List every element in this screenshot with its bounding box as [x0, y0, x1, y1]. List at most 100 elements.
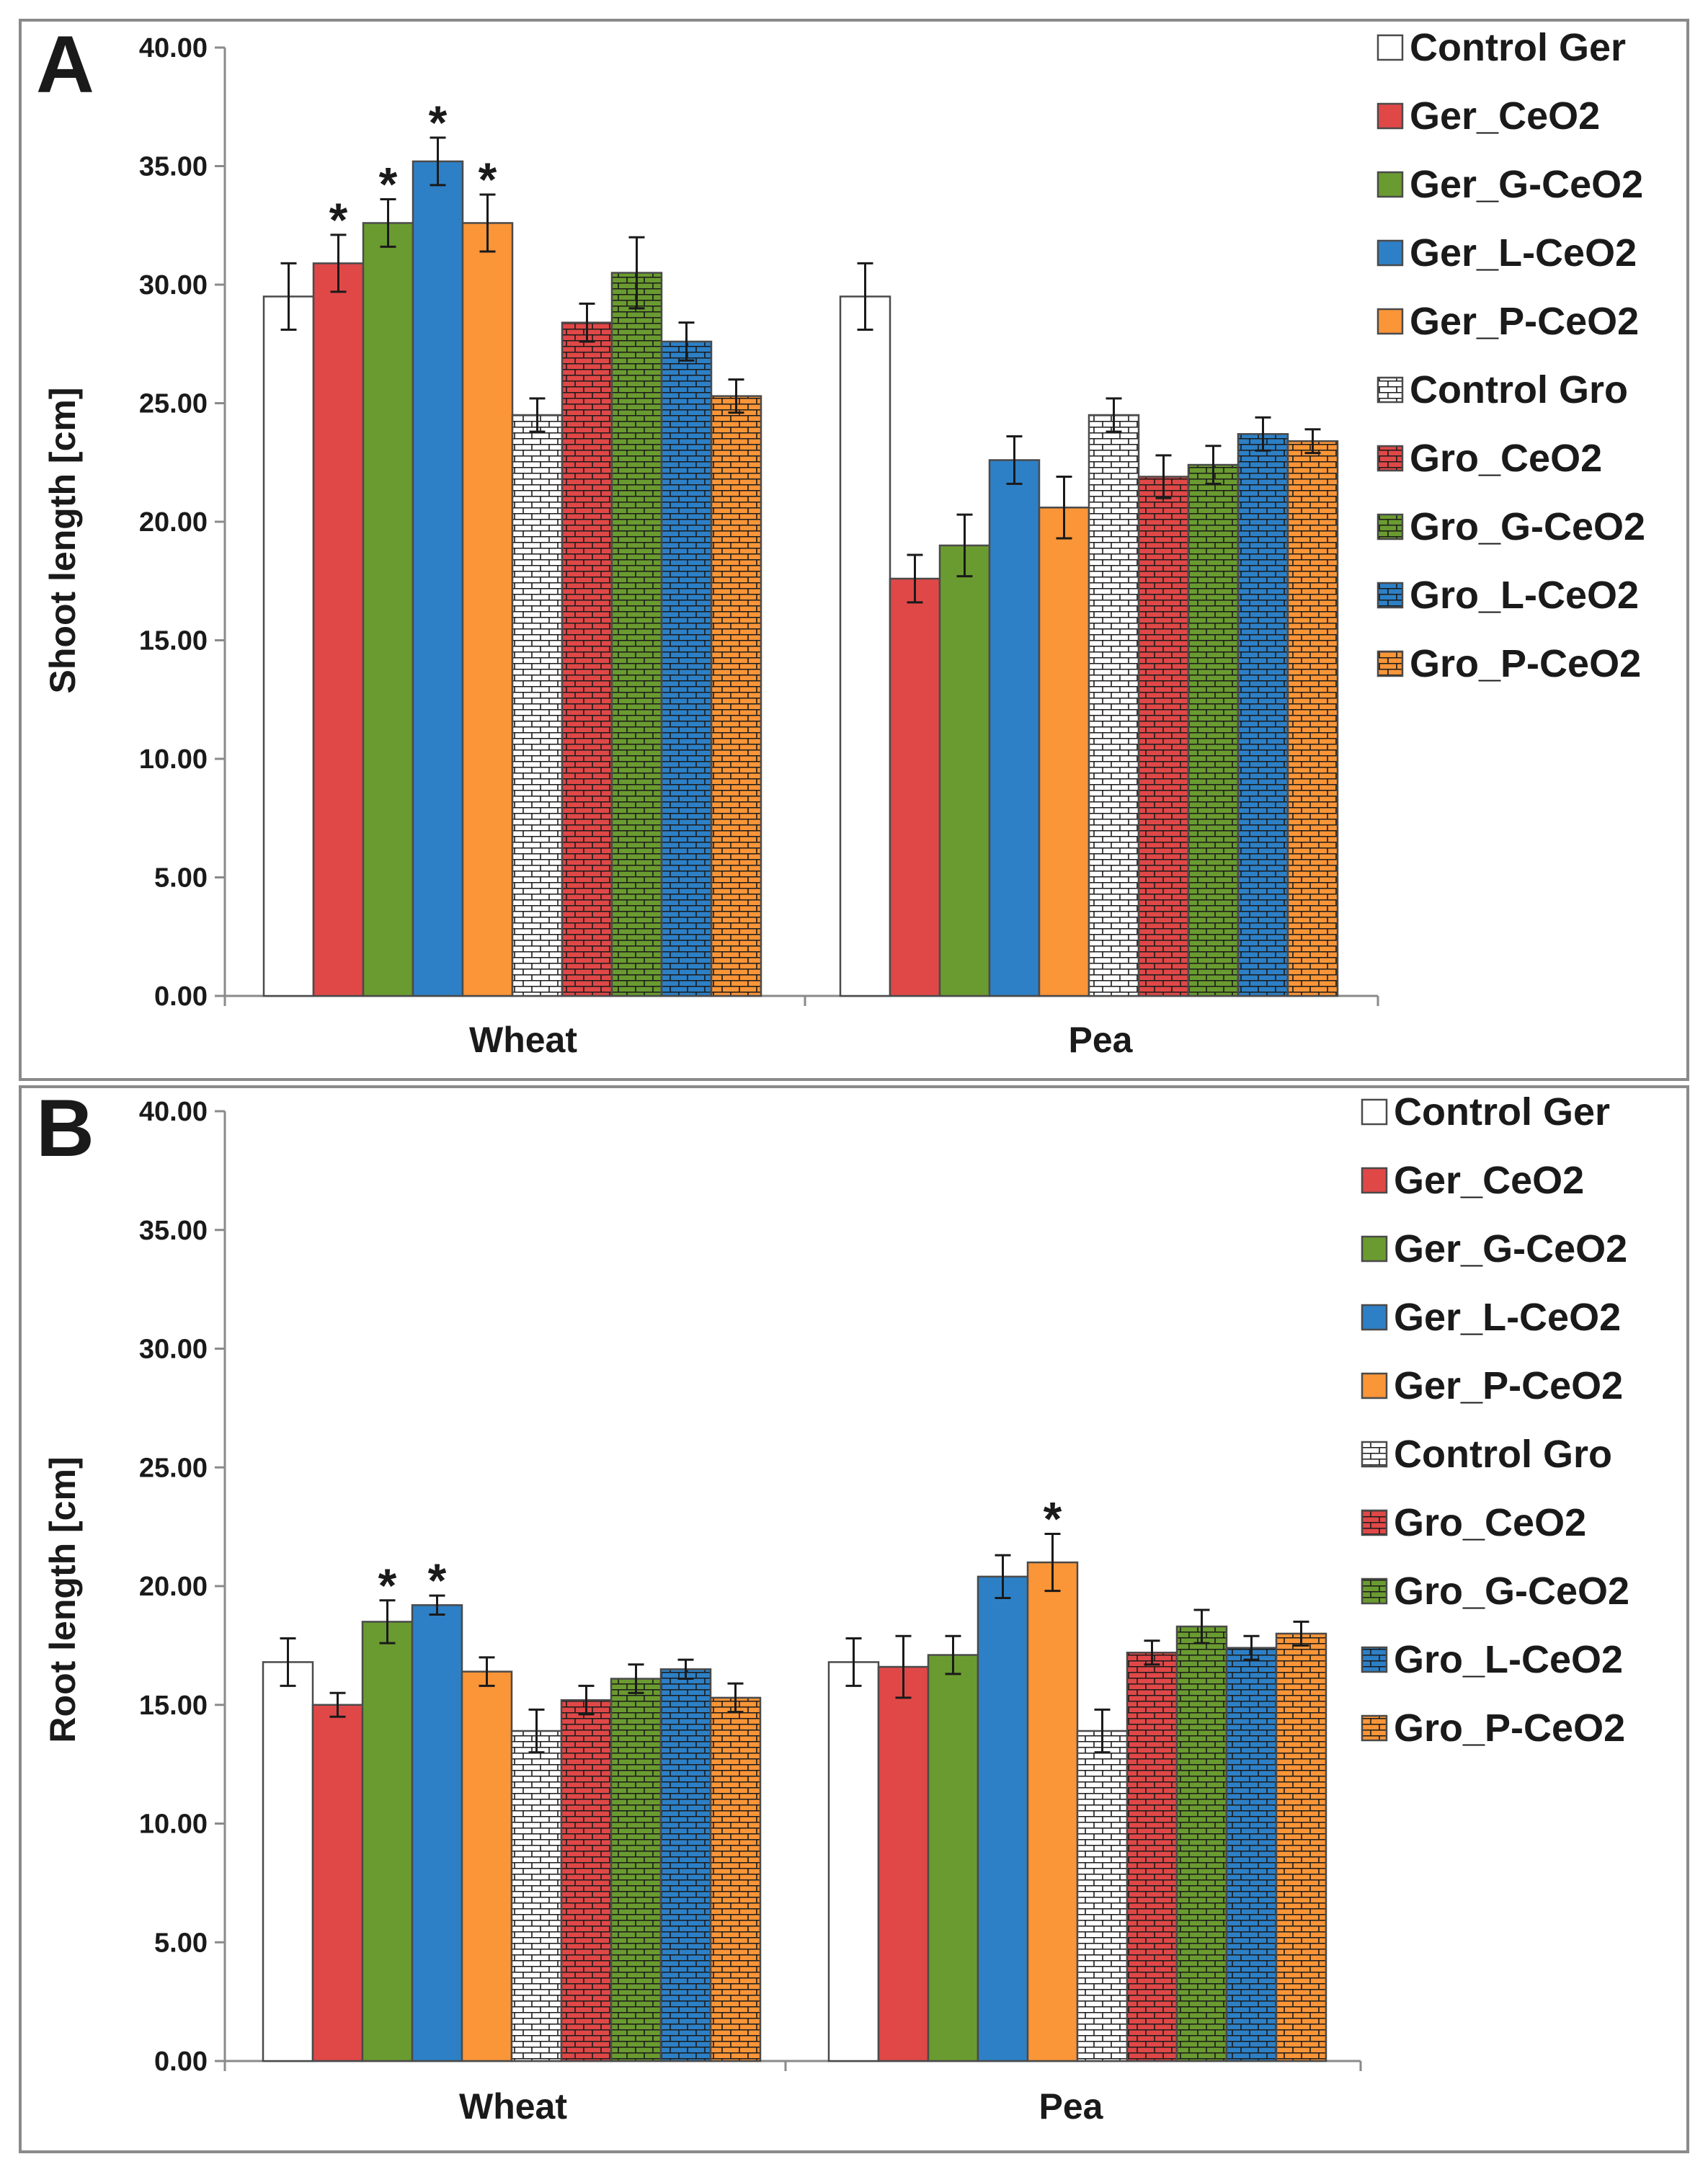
significance-star: * — [428, 1554, 447, 1607]
y-tick-label: 10.00 — [139, 1810, 208, 1840]
y-tick-label: 0.00 — [154, 982, 208, 1012]
legend-swatch — [1361, 1441, 1388, 1468]
legend-item-ger-p-ceo2: Ger_P-CeO2 — [1361, 1364, 1623, 1407]
y-tick-label: 15.00 — [139, 1691, 208, 1721]
bar-ger-g-ceo2-wheat — [362, 222, 414, 997]
panel-a: A Shoot length [cm] 0.00 5.00 10.00 15.00 20… — [19, 19, 1689, 1081]
bar-control-ger-wheat — [262, 295, 315, 997]
legend-item-gro-p-ceo2: Gro_P-CeO2 — [1361, 1706, 1625, 1750]
error-bar — [1205, 445, 1222, 485]
bar-control-ger-pea — [827, 1661, 880, 2062]
panel-a-letter: A — [36, 19, 94, 110]
legend-label: Control Gro — [1410, 368, 1628, 411]
panel-a-y-axis-title: Shoot length [cm] — [43, 388, 83, 694]
error-bar — [956, 513, 973, 578]
legend-swatch — [1376, 239, 1404, 267]
legend-item-ger-l-ceo2: Ger_L-CeO2 — [1361, 1296, 1621, 1339]
y-tick-label: 20.00 — [139, 1572, 208, 1602]
y-tick-label: 15.00 — [139, 626, 208, 657]
legend-label: Ger_G-CeO2 — [1410, 163, 1643, 206]
error-bar — [1044, 1533, 1061, 1593]
error-bar — [330, 233, 347, 293]
legend-label: Control Gro — [1394, 1433, 1612, 1476]
error-bar — [678, 321, 695, 362]
legend-swatch — [1376, 102, 1404, 130]
error-bar — [1106, 397, 1122, 433]
legend-swatch — [1361, 1577, 1388, 1605]
bar-gro-l-ceo2-wheat — [660, 340, 713, 997]
significance-star: * — [379, 158, 398, 211]
bar-gro-g-ceo2-pea — [1187, 463, 1240, 997]
legend-item-gro-g-ceo2: Gro_G-CeO2 — [1361, 1570, 1629, 1613]
category-label-pea: Pea — [1069, 1020, 1134, 1060]
bar-gro-g-ceo2-wheat — [610, 1678, 662, 2062]
error-bar — [728, 378, 744, 414]
error-bar — [895, 1634, 912, 1699]
legend-swatch — [1376, 650, 1404, 677]
y-tick-label: 35.00 — [139, 1216, 208, 1246]
error-bar — [1193, 1608, 1210, 1644]
legend-label: Ger_P-CeO2 — [1410, 300, 1639, 343]
legend-item-control-gro: Control Gro — [1361, 1433, 1612, 1476]
bar-ger-g-ceo2-wheat — [361, 1621, 414, 2062]
legend-swatch — [1376, 308, 1404, 335]
legend-item-control-gro: Control Gro — [1376, 368, 1628, 411]
bar-control-ger-wheat — [262, 1661, 314, 2062]
error-bar — [1006, 435, 1023, 485]
significance-star: * — [378, 1559, 397, 1612]
bar-gro-ceo2-wheat — [560, 1699, 613, 2062]
legend-item-gro-l-ceo2: Gro_L-CeO2 — [1376, 574, 1639, 617]
panel-b-y-axis-title: Root length [cm] — [43, 1456, 83, 1743]
legend-item-gro-ceo2: Gro_CeO2 — [1376, 437, 1602, 480]
bar-control-gro-pea — [1087, 414, 1140, 997]
y-tick-label: 25.00 — [139, 389, 208, 419]
bar-ger-l-ceo2-wheat — [411, 1604, 463, 2062]
bar-control-ger-pea — [839, 295, 891, 997]
legend-item-control-ger: Control Ger — [1361, 1090, 1610, 1134]
error-bar — [1293, 1620, 1309, 1647]
legend-swatch — [1376, 513, 1404, 540]
legend-label: Ger_L-CeO2 — [1410, 231, 1637, 275]
legend-label: Gro_P-CeO2 — [1410, 642, 1641, 685]
error-bar — [845, 1637, 862, 1687]
y-tick-label: 30.00 — [139, 1335, 208, 1365]
panel-b-letter: B — [36, 1083, 94, 1173]
bar-ger-p-ceo2-wheat — [461, 1670, 513, 2062]
bar-gro-ceo2-wheat — [561, 321, 613, 997]
bar-ger-l-ceo2-pea — [988, 459, 1041, 997]
bar-ger-l-ceo2-wheat — [412, 160, 464, 997]
error-bar — [429, 1594, 445, 1616]
error-bar — [1094, 1708, 1111, 1754]
y-tick-label: 40.00 — [139, 33, 208, 63]
bar-ger-p-ceo2-pea — [1026, 1561, 1079, 2062]
legend-swatch — [1376, 34, 1404, 61]
significance-star: * — [429, 96, 448, 149]
legend-swatch — [1361, 1646, 1388, 1673]
bar-gro-l-ceo2-pea — [1237, 433, 1289, 997]
bar-control-gro-wheat — [511, 414, 564, 997]
bar-ger-g-ceo2-pea — [927, 1654, 979, 2062]
legend-item-gro-l-ceo2: Gro_L-CeO2 — [1361, 1638, 1623, 1681]
legend-label: Gro_L-CeO2 — [1410, 574, 1639, 617]
bar-gro-p-ceo2-pea — [1275, 1632, 1327, 2062]
legend-item-gro-ceo2: Gro_CeO2 — [1361, 1501, 1586, 1544]
bar-ger-p-ceo2-wheat — [461, 222, 514, 997]
legend-label: Control Ger — [1394, 1090, 1610, 1134]
error-bar — [1304, 428, 1321, 455]
y-tick-label: 0.00 — [154, 2047, 208, 2077]
error-bar — [479, 1656, 495, 1687]
error-bar — [329, 1691, 346, 1718]
error-bar — [479, 193, 496, 253]
bar-control-gro-wheat — [510, 1730, 563, 2062]
legend-item-ger-ceo2: Ger_CeO2 — [1376, 94, 1600, 138]
bar-gro-l-ceo2-wheat — [659, 1668, 712, 2062]
bar-gro-p-ceo2-wheat — [709, 1696, 762, 2062]
category-label-pea: Pea — [1039, 2086, 1104, 2127]
legend-item-ger-l-ceo2: Ger_L-CeO2 — [1376, 231, 1637, 275]
legend-swatch — [1361, 1509, 1388, 1536]
y-tick-label: 20.00 — [139, 507, 208, 538]
legend-label: Ger_CeO2 — [1394, 1159, 1584, 1202]
significance-star: * — [1044, 1492, 1062, 1546]
legend-label: Gro_CeO2 — [1410, 437, 1602, 480]
